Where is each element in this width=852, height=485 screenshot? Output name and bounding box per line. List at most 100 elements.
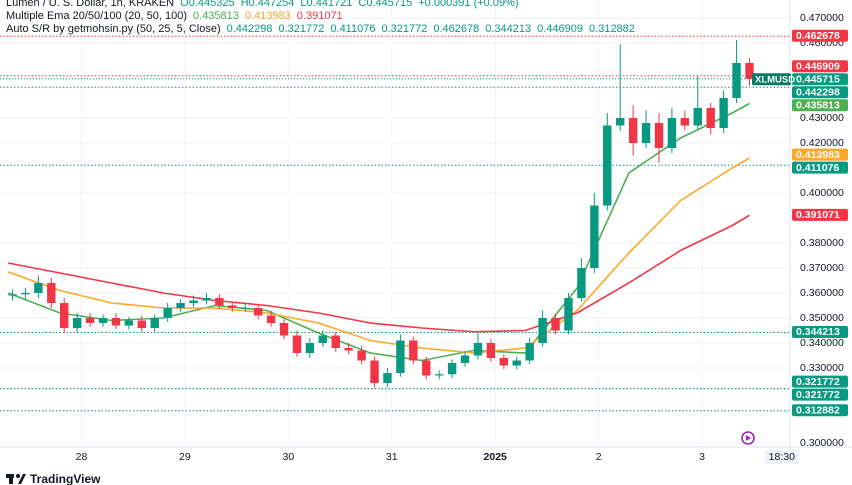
price-tag-label: 0.344213 (796, 326, 840, 338)
icon-ring (741, 431, 755, 445)
price-tag (792, 375, 848, 388)
candle-body (98, 318, 108, 323)
price-tag-label: 0.442298 (796, 87, 840, 99)
price-tag (792, 325, 848, 338)
price-tag-label: 0.391071 (796, 209, 840, 221)
candle-body (409, 340, 418, 361)
price-tag (792, 161, 848, 174)
candle-body (603, 125, 612, 206)
price-tags: 0.4626780.4469090.445715XLMUSD0.4422980.… (752, 29, 848, 417)
candle-body (47, 283, 56, 303)
time-label-box (764, 450, 799, 464)
y-tick-label: 0.470000 (800, 12, 844, 24)
candle-body (499, 358, 509, 366)
y-tick-label: 0.400000 (800, 187, 844, 199)
candle-body (72, 318, 82, 328)
logo-part (16, 474, 20, 478)
candle-body (266, 315, 276, 323)
price-tag (792, 404, 848, 417)
candle-body (680, 118, 690, 126)
grid (0, 0, 790, 447)
legend-title: Auto S/R by getmohsin.py (50, 25, 5, Clo… (6, 23, 221, 35)
legend-value: 0.413983 (245, 10, 291, 22)
icon-glyph (746, 435, 751, 441)
x-tick-label: 31 (386, 451, 398, 463)
price-tag-label: 0.446909 (796, 61, 840, 73)
y-tick-label: 0.380000 (800, 237, 844, 249)
logo-part (18, 474, 26, 484)
branding: TradingView (6, 472, 101, 485)
candle-body (189, 300, 198, 303)
price-tag (792, 29, 848, 42)
candle-body (590, 205, 599, 268)
candle-body (447, 363, 457, 375)
candle-body (241, 308, 250, 309)
x-tick-label: 2025 (484, 451, 508, 463)
candle-body (215, 298, 224, 306)
legend-value: 0.312882 (589, 23, 635, 35)
y-tick-label: 0.370000 (800, 262, 844, 274)
x-tick-label: 30 (282, 451, 294, 463)
branding-text: TradingView (30, 472, 101, 485)
x-tick-label: 29 (179, 451, 191, 463)
symbol-tag (752, 73, 791, 86)
candle-body (318, 335, 328, 343)
legend-title: Multiple Ema 20/50/100 (20, 50, 100) (6, 10, 187, 22)
legend-value: 0.391071 (297, 10, 343, 22)
y-tick-label: 0.330000 (800, 362, 844, 374)
candle-body (434, 374, 444, 376)
candle-body (305, 343, 315, 353)
candle-body (163, 308, 172, 318)
y-tick-label: 0.420000 (800, 137, 844, 149)
price-tag (792, 208, 848, 221)
candle-body (228, 305, 237, 308)
time-label: 18:30 (769, 451, 795, 463)
watermark-icon (741, 431, 755, 445)
candle-body (512, 360, 521, 366)
legend-value: 0.321772 (381, 23, 427, 35)
legend-value: L0.441721 (300, 0, 352, 9)
ema-line (7, 157, 750, 354)
legend-line: Multiple Ema 20/50/100 (20, 50, 100) 0.43… (6, 10, 343, 22)
legend-value: +0.000391 (+0.09%) (418, 0, 518, 9)
candle-body (292, 335, 302, 353)
candle-body (551, 318, 560, 331)
logo-part (9, 478, 13, 484)
candle-body (654, 123, 664, 148)
y-tick-label: 0.340000 (800, 337, 844, 349)
candle-body (525, 343, 534, 361)
candle-body (422, 360, 431, 376)
legend-title: Lumen / U. S. Dollar, 1h, KRAKEN (6, 0, 174, 9)
candle-body (486, 343, 496, 358)
price-tag (792, 60, 848, 73)
price-tag-label: 0.445715 (796, 74, 840, 86)
header: Lumen / U. S. Dollar, 1h, KRAKEN O0.44532… (6, 0, 635, 35)
legend-value: 0.442298 (227, 23, 273, 35)
candle-body (538, 318, 547, 343)
candle-body (34, 283, 43, 293)
price-tag (792, 73, 848, 86)
candle-body (111, 318, 121, 326)
candle-body (137, 320, 146, 328)
price-tag-label: 0.321772 (796, 389, 840, 401)
symbol-tag-label: XLMUSD (755, 74, 795, 85)
candle-body (202, 298, 211, 301)
plot (7, 40, 754, 388)
candle-body (641, 123, 651, 143)
candle-body (706, 108, 715, 128)
candle-body (460, 355, 470, 363)
candle-body (253, 308, 263, 316)
candle-body (693, 108, 702, 126)
candle-body (615, 118, 625, 126)
sr-levels (0, 35, 790, 412)
price-tag-label: 0.411076 (796, 162, 839, 174)
legend-line: Auto S/R by getmohsin.py (50, 25, 5, Clo… (6, 23, 635, 35)
candle-body (719, 98, 728, 128)
candle-body (396, 340, 405, 373)
y-tick-label: 0.350000 (800, 312, 844, 324)
candle-body (370, 360, 379, 383)
x-tick-label: 28 (76, 451, 88, 463)
candle-body (60, 303, 69, 328)
candle-body (577, 268, 586, 298)
candle-body (564, 298, 573, 331)
